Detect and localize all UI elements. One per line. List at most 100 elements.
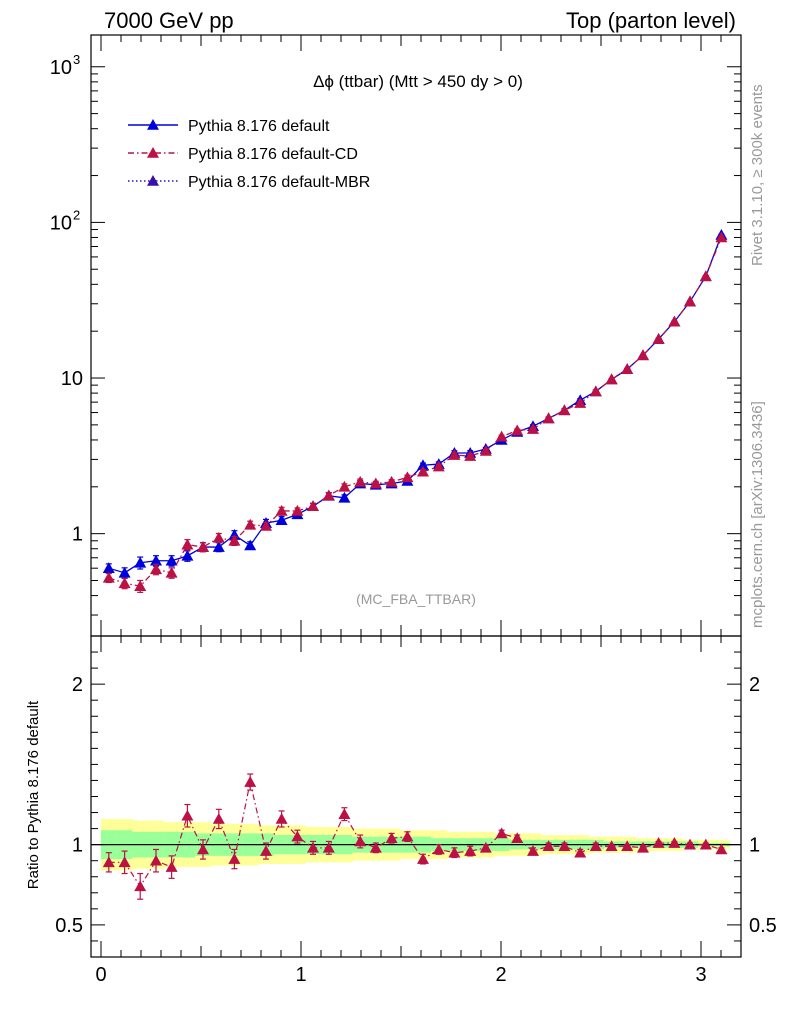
ratio-point — [322, 841, 335, 853]
ratio-point — [464, 845, 477, 856]
y-tick-label: 10 — [61, 368, 83, 390]
y-tick-label: 1 — [72, 524, 83, 546]
data-point — [715, 231, 728, 243]
x-tick-label: 3 — [695, 964, 706, 986]
data-point — [369, 477, 382, 489]
data-point — [417, 465, 429, 477]
ratio-point — [244, 776, 257, 787]
ratio-point — [699, 838, 712, 850]
ratio-point — [260, 845, 272, 856]
ratio-point — [527, 845, 539, 856]
header-right: Top (parton level) — [566, 8, 736, 33]
ratio-point — [275, 812, 288, 824]
data-point — [134, 580, 147, 591]
data-point — [511, 424, 524, 436]
data-point — [542, 412, 555, 424]
ratio-line — [108, 781, 722, 888]
ratio-y-tick-label: 1 — [72, 835, 83, 857]
x-tick-label: 2 — [495, 964, 506, 986]
ratio-point — [495, 827, 508, 839]
plot-title-symbol: Δϕ — [313, 72, 334, 91]
ratio-point — [165, 861, 178, 872]
ratio-point — [228, 853, 241, 864]
y-tick-exponent: 3 — [73, 52, 80, 67]
ratio-frame — [90, 635, 742, 958]
data-point — [401, 471, 414, 483]
legend-label: Pythia 8.176 default — [188, 118, 330, 135]
data-point — [228, 534, 241, 546]
data-point — [181, 549, 194, 561]
data-point — [605, 373, 618, 385]
ratio-point — [118, 856, 131, 868]
data-point — [322, 489, 335, 501]
data-point — [244, 539, 257, 551]
ratio-point — [150, 854, 162, 866]
ratio-point — [715, 843, 728, 855]
data-point — [574, 397, 587, 408]
ratio-ylabel: Ratio to Pythia 8.176 default — [25, 700, 42, 889]
ratio-y-tick-label: 0.5 — [55, 915, 83, 937]
data-point — [558, 404, 571, 416]
watermark: (MC_FBA_TTBAR) — [356, 591, 476, 607]
ratio-point — [432, 843, 445, 855]
ratio-point — [354, 835, 367, 847]
data-point — [197, 541, 209, 552]
data-point — [150, 563, 162, 575]
ratio-y-tick-label: 0.5 — [749, 915, 777, 937]
data-point — [212, 541, 225, 552]
ratio-point — [668, 837, 681, 848]
data-point — [479, 444, 492, 456]
ratio-plot: 0 1 2 3 0.5 0.5 1 1 2 2 — [55, 635, 777, 986]
ratio-point — [181, 809, 194, 821]
ratio-point — [212, 812, 225, 824]
data-point — [275, 514, 288, 526]
data-point — [589, 385, 602, 397]
data-point — [668, 315, 681, 327]
data-point — [165, 554, 178, 566]
y-tick-label: 10 — [50, 212, 72, 234]
legend-marker — [147, 175, 159, 186]
data-point — [417, 459, 429, 471]
ratio-point — [605, 840, 618, 852]
side-rivet-label: Rivet 3.1.10, ≥ 300k events — [749, 84, 766, 266]
ratio-point — [385, 832, 398, 844]
legend: Pythia 8.176 default Pythia 8.176 default… — [128, 118, 370, 191]
ratio-point — [621, 840, 634, 852]
data-point — [385, 475, 398, 487]
ratio-point — [102, 856, 115, 868]
data-point — [212, 531, 225, 543]
data-point — [244, 518, 257, 530]
data-point — [432, 460, 445, 472]
ratio-point — [401, 830, 414, 842]
data-point — [637, 349, 649, 361]
series-line — [108, 234, 723, 574]
data-point — [448, 449, 461, 460]
y-tick-label: 10 — [50, 57, 72, 79]
x-tick-label: 1 — [295, 964, 306, 986]
data-point — [307, 500, 319, 512]
data-point — [354, 475, 367, 487]
ratio-point — [417, 853, 429, 864]
ratio-point — [134, 880, 147, 892]
ratio-point — [558, 840, 571, 852]
data-point — [495, 430, 508, 442]
ratio-point — [542, 840, 555, 852]
data-point — [621, 363, 634, 374]
legend-marker — [147, 119, 159, 130]
ratio-point — [307, 841, 319, 853]
data-point — [684, 295, 696, 307]
series-line — [108, 237, 723, 587]
data-point — [338, 491, 351, 503]
ratio-y-tick-label: 2 — [72, 674, 83, 696]
data-point — [699, 270, 712, 282]
y-tick-exponent: 2 — [73, 207, 80, 222]
legend-label: Pythia 8.176 default-MBR — [188, 174, 370, 191]
data-point — [165, 566, 178, 578]
ratio-point — [338, 808, 351, 819]
data-point — [134, 556, 147, 568]
data-point — [181, 538, 194, 550]
data-point — [652, 333, 665, 344]
ratio-point — [291, 830, 304, 842]
data-point — [118, 566, 131, 578]
